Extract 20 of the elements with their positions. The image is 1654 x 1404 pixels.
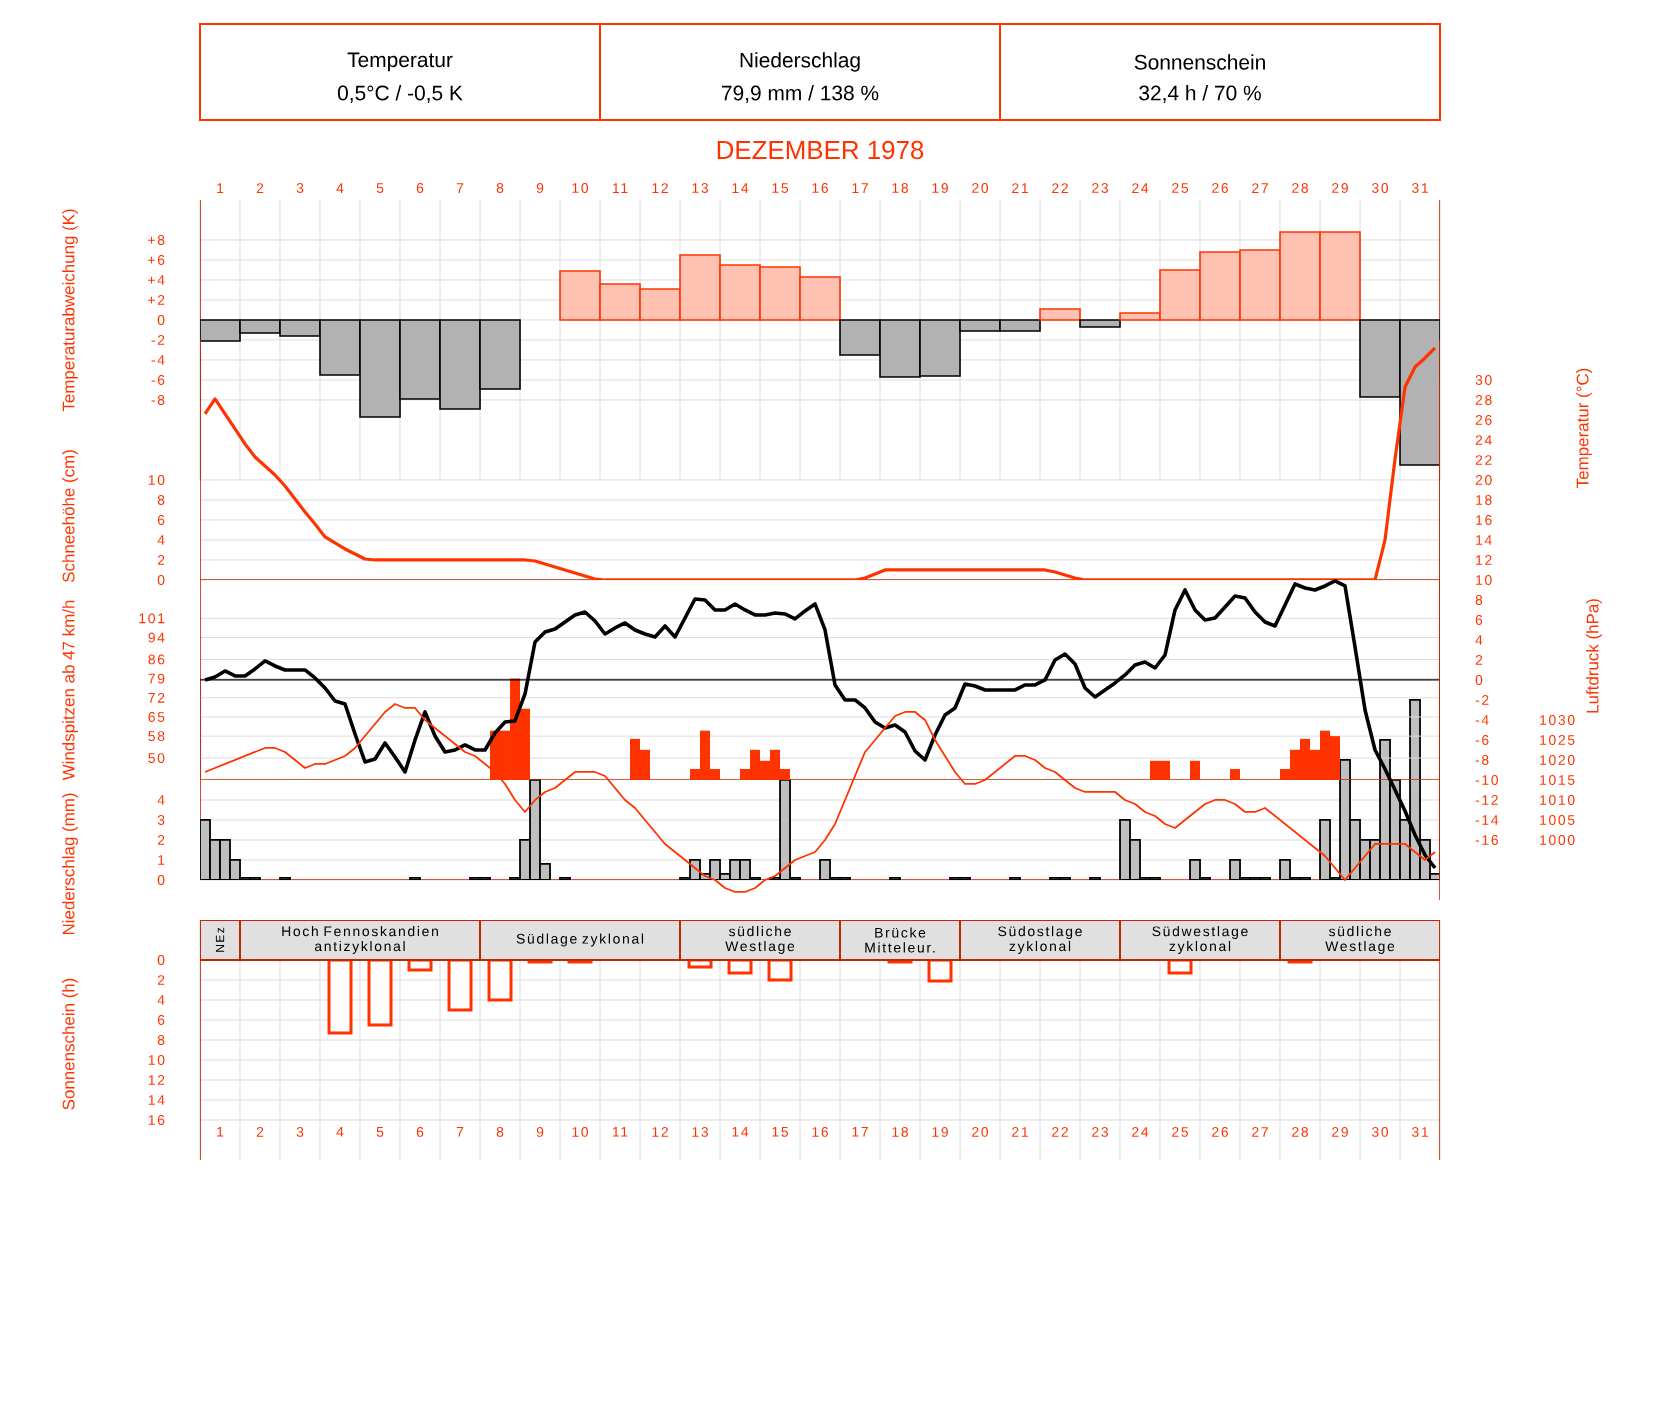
text: 32,4 h / 70 % xyxy=(1139,85,1261,103)
text: Sonnenschein xyxy=(1134,54,1265,70)
text: Temperatur xyxy=(347,52,453,72)
bar xyxy=(1039,308,1081,321)
bar xyxy=(327,958,353,1035)
y-axis-title: Temperaturabweichung (K) xyxy=(62,209,78,412)
bar xyxy=(367,958,393,1027)
text: 0,5°C / -0,5 K xyxy=(337,85,463,103)
y3-axis-title: Luftdruck (hPa) xyxy=(1586,599,1602,713)
y-axis-title: Sonnenschein (h) xyxy=(62,978,78,1110)
bar xyxy=(1079,319,1121,328)
bar xyxy=(447,958,473,1012)
bar xyxy=(487,958,513,1002)
text: 79,9 mm / 138 % xyxy=(722,85,879,103)
y-axis-title: Windspitzen ab 47 km/h xyxy=(62,600,78,781)
text: DEZEMBER 1978 xyxy=(717,140,924,160)
y-axis-title: Schneehöhe (cm) xyxy=(62,450,78,583)
y2-axis-title: Temperatur (°C) xyxy=(1576,368,1592,488)
y-axis-title: Niederschlag (mm) xyxy=(62,793,78,935)
text: Niederschlag xyxy=(740,52,860,72)
